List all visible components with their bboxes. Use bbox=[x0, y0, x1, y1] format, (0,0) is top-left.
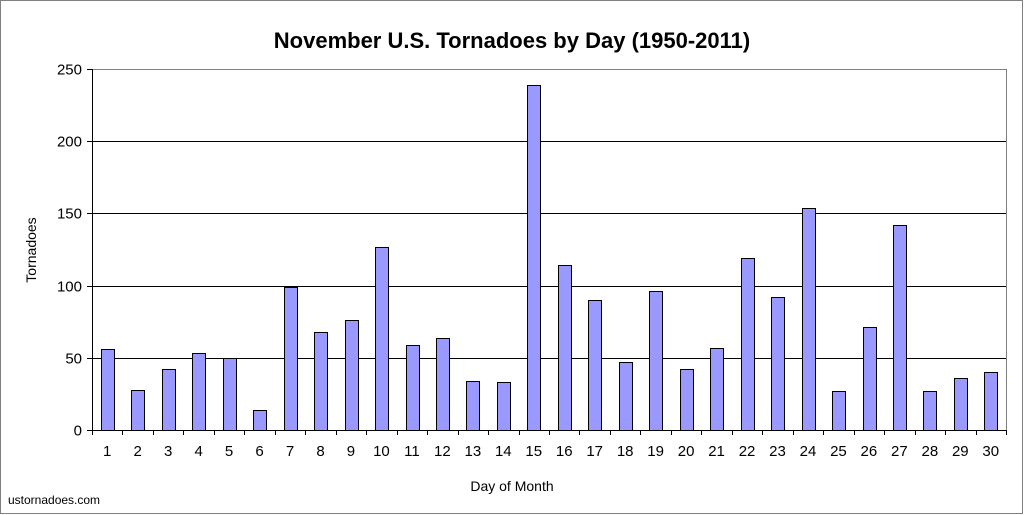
bar-day-10 bbox=[375, 247, 389, 431]
bar-day-11 bbox=[406, 345, 420, 431]
x-tick-label: 23 bbox=[769, 443, 786, 460]
bar-day-15 bbox=[527, 85, 541, 431]
x-tick-label: 8 bbox=[316, 443, 324, 460]
bar-day-17 bbox=[588, 300, 602, 431]
bar-day-2 bbox=[131, 390, 145, 431]
bar-day-22 bbox=[741, 258, 755, 431]
y-tick-labels: 0 50 100 150 200 250 bbox=[57, 62, 82, 440]
bar-day-20 bbox=[680, 369, 694, 431]
bar-day-16 bbox=[558, 265, 572, 431]
y-tick-label: 250 bbox=[57, 62, 82, 79]
bar-day-25 bbox=[832, 391, 846, 431]
bar-day-29 bbox=[954, 378, 968, 431]
x-tick-label: 1 bbox=[103, 443, 111, 460]
bar-day-18 bbox=[619, 362, 633, 431]
x-tick-label: 19 bbox=[647, 443, 664, 460]
x-tick-label: 13 bbox=[464, 443, 481, 460]
x-tick-label: 17 bbox=[586, 443, 603, 460]
bar-day-3 bbox=[162, 369, 176, 431]
bar-day-6 bbox=[253, 410, 267, 431]
bar-day-28 bbox=[923, 391, 937, 431]
x-tick-label: 3 bbox=[164, 443, 172, 460]
x-tick-label: 20 bbox=[678, 443, 695, 460]
x-tick-label: 10 bbox=[373, 443, 390, 460]
bar-day-7 bbox=[284, 287, 298, 431]
bar-day-8 bbox=[314, 332, 328, 431]
bar-day-4 bbox=[192, 353, 206, 431]
bar-day-24 bbox=[802, 208, 816, 431]
x-tick-label: 9 bbox=[347, 443, 355, 460]
x-tick-label: 7 bbox=[286, 443, 294, 460]
gridlines bbox=[92, 141, 1006, 359]
x-tick-label: 29 bbox=[952, 443, 969, 460]
axes bbox=[87, 69, 1007, 435]
x-tick-label: 14 bbox=[495, 443, 512, 460]
bar-day-9 bbox=[345, 320, 359, 431]
bar-day-13 bbox=[466, 381, 480, 431]
bar-day-26 bbox=[863, 327, 877, 431]
source-credit: ustornadoes.com bbox=[8, 493, 100, 507]
bar-day-19 bbox=[649, 291, 663, 431]
plot-area bbox=[92, 69, 1007, 431]
bar-day-14 bbox=[497, 382, 511, 431]
x-tick-labels: 1 2 3 4 5 6 7 8 9 10 11 12 13 14 15 16 17 18 19 20 21 22 23 24 2… bbox=[103, 443, 999, 460]
y-tick-label: 100 bbox=[57, 279, 82, 296]
x-tick-label: 16 bbox=[556, 443, 573, 460]
x-tick-label: 24 bbox=[800, 443, 817, 460]
chart-title: November U.S. Tornadoes by Day (1950-201… bbox=[274, 28, 750, 53]
x-tick-label: 27 bbox=[891, 443, 908, 460]
x-axis-title: Day of Month bbox=[470, 478, 553, 494]
x-tick-label: 25 bbox=[830, 443, 847, 460]
x-tick-label: 15 bbox=[525, 443, 542, 460]
bar-day-5 bbox=[223, 358, 237, 431]
x-tick-label: 21 bbox=[708, 443, 725, 460]
x-tick-label: 30 bbox=[982, 443, 999, 460]
x-tick-label: 28 bbox=[921, 443, 938, 460]
x-tick-label: 26 bbox=[861, 443, 878, 460]
x-tick-label: 11 bbox=[404, 443, 420, 460]
bar-day-30 bbox=[984, 372, 998, 431]
x-tick-label: 12 bbox=[434, 443, 451, 460]
x-tick-label: 18 bbox=[617, 443, 634, 460]
x-tick-label: 5 bbox=[225, 443, 233, 460]
bar-day-23 bbox=[771, 297, 785, 431]
x-tick-label: 4 bbox=[194, 443, 202, 460]
y-axis-title: Tornadoes bbox=[23, 217, 39, 282]
bar-day-27 bbox=[893, 225, 907, 431]
y-tick-label: 150 bbox=[57, 206, 82, 223]
bar-day-1 bbox=[101, 349, 115, 431]
y-tick-label: 0 bbox=[74, 423, 82, 440]
x-tick-label: 2 bbox=[134, 443, 142, 460]
bars bbox=[101, 85, 998, 431]
y-tick-label: 50 bbox=[65, 351, 82, 368]
x-tick-label: 6 bbox=[255, 443, 263, 460]
y-tick-label: 200 bbox=[57, 134, 82, 151]
bar-day-21 bbox=[710, 348, 724, 431]
x-tick-label: 22 bbox=[739, 443, 756, 460]
bar-day-12 bbox=[436, 338, 450, 431]
